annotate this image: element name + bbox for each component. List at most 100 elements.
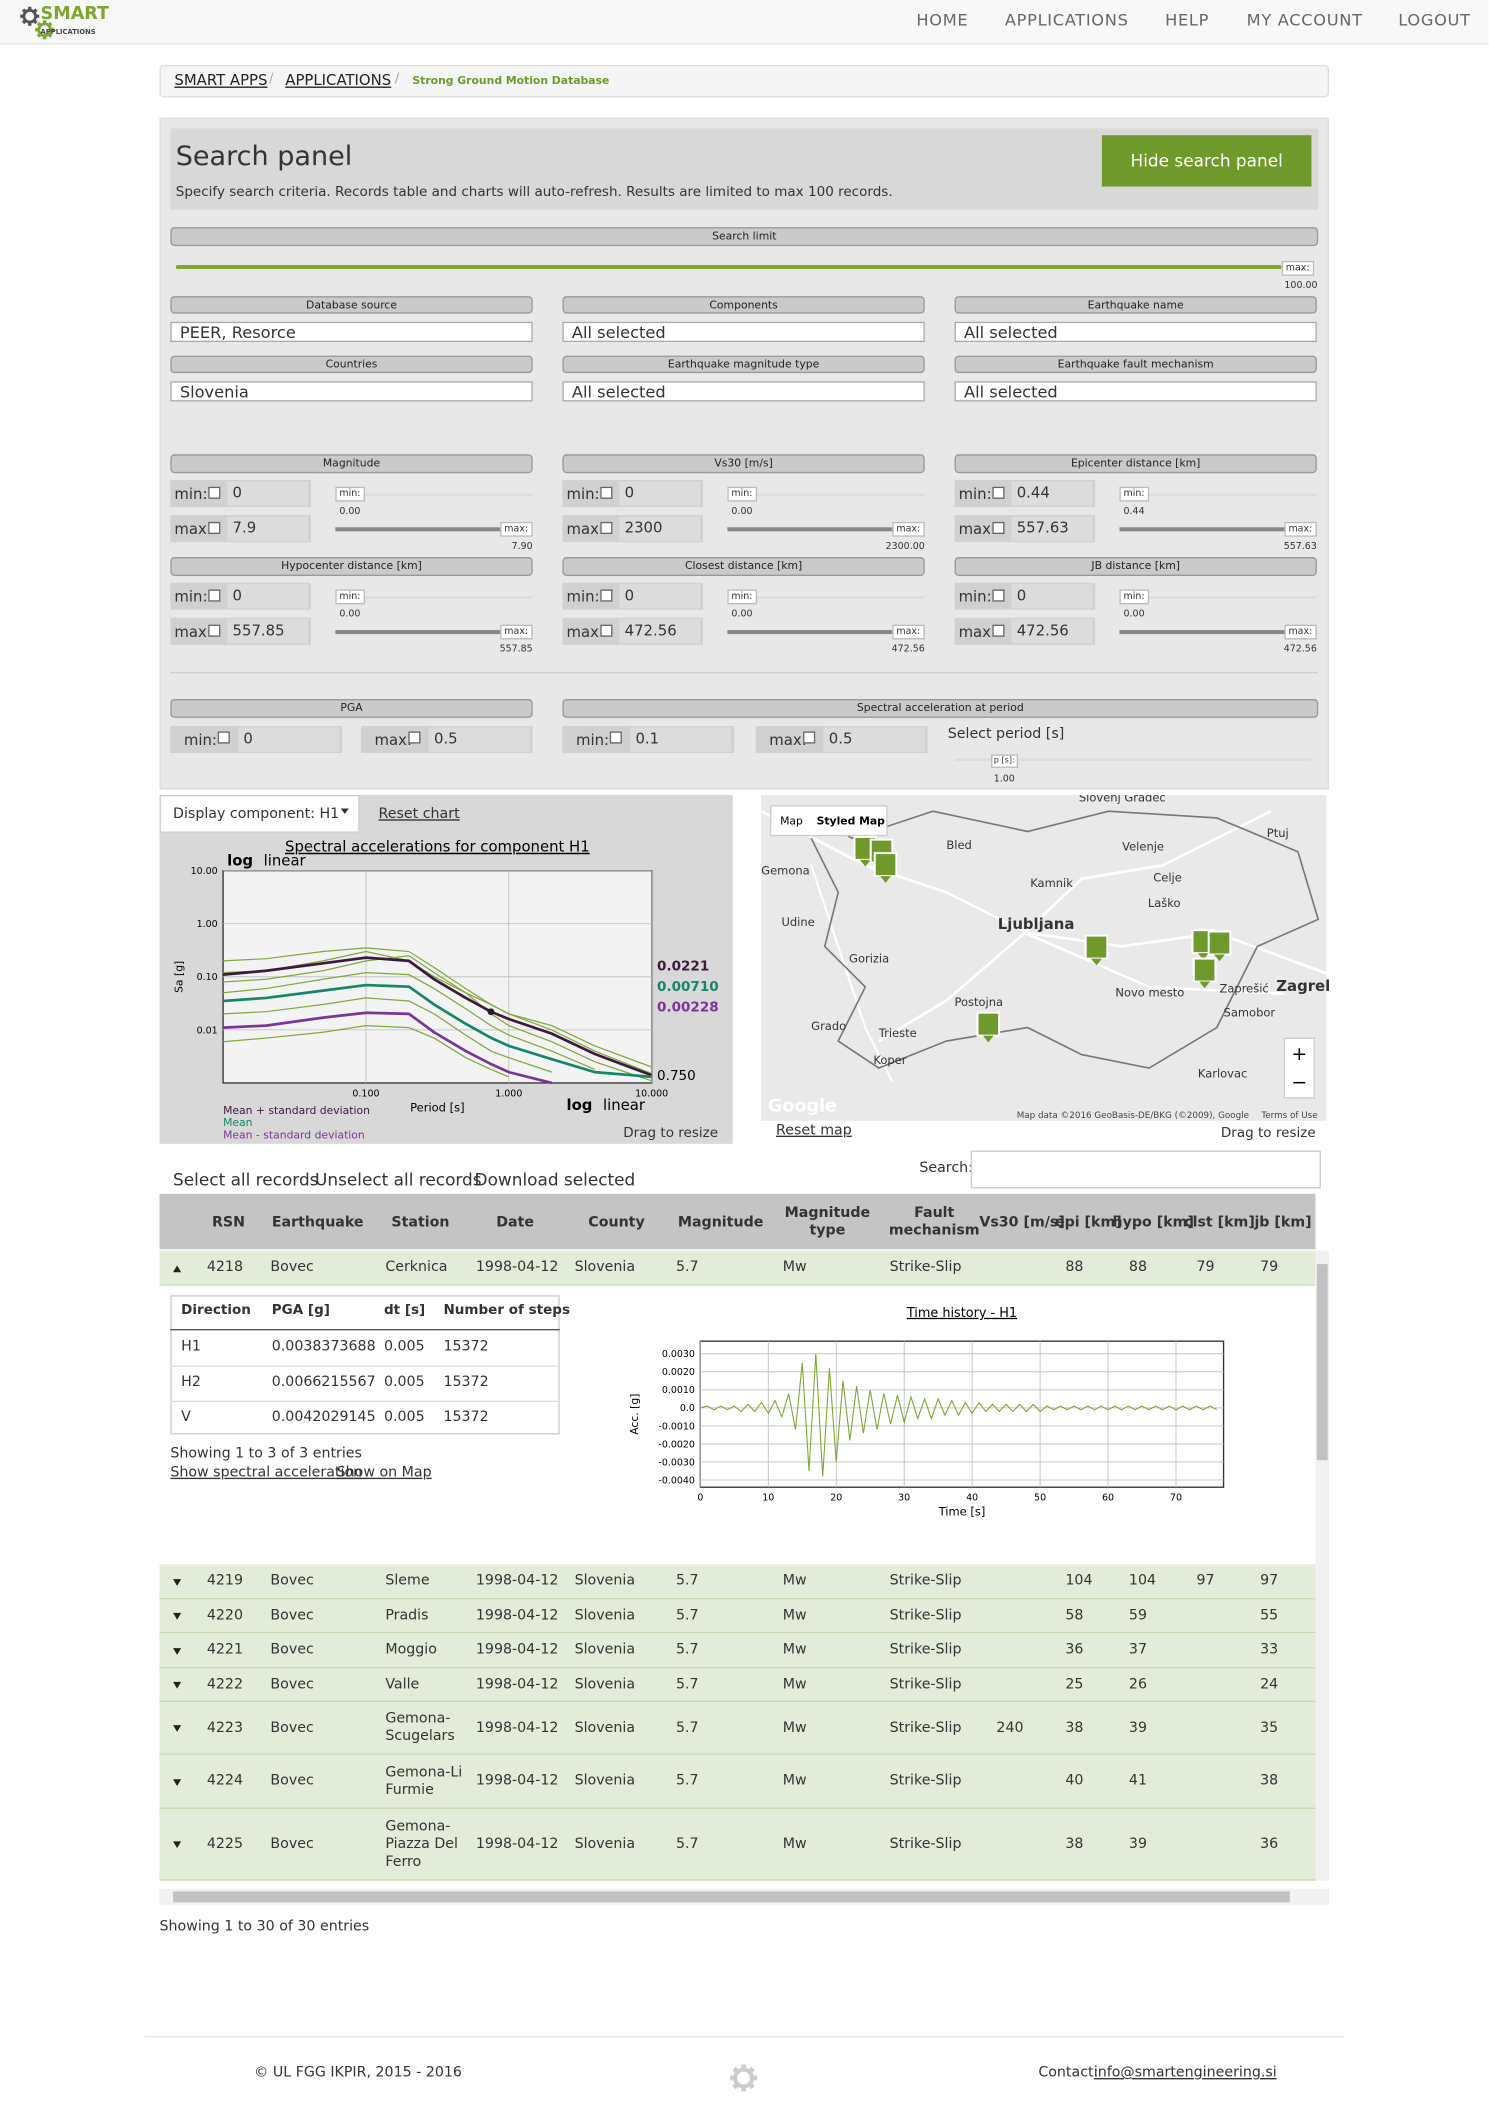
zoom-out[interactable]: − xyxy=(1291,1071,1307,1093)
scale-toggle[interactable]: log xyxy=(227,851,253,869)
column-header[interactable]: Magnitude xyxy=(677,1213,764,1230)
record-action[interactable]: Download selected xyxy=(474,1169,636,1190)
row-toggle[interactable] xyxy=(173,1264,182,1272)
map-marker[interactable] xyxy=(976,1011,1001,1037)
checkbox[interactable] xyxy=(208,486,221,499)
row-toggle[interactable] xyxy=(173,1612,182,1620)
scale-toggle[interactable]: linear xyxy=(264,851,307,869)
scale-toggle[interactable]: linear xyxy=(603,1096,646,1114)
table-row[interactable] xyxy=(159,1808,1316,1881)
range-input[interactable]: 557.63 xyxy=(1011,516,1093,541)
drag-resize[interactable]: Drag to resize xyxy=(623,1126,719,1142)
checkbox[interactable] xyxy=(600,486,613,499)
table-row[interactable] xyxy=(159,1633,1316,1669)
nav-link[interactable]: HELP xyxy=(1165,10,1210,30)
column-header[interactable]: Station xyxy=(391,1213,450,1230)
column-header[interactable]: hypo [km] xyxy=(1112,1213,1194,1230)
slider-handle[interactable]: max: xyxy=(892,624,925,640)
row-toggle[interactable] xyxy=(173,1681,182,1689)
drag-resize[interactable]: Drag to resize xyxy=(1220,1126,1316,1142)
range-input[interactable]: 0 xyxy=(227,584,309,609)
checkbox[interactable] xyxy=(992,486,1005,499)
checkbox[interactable] xyxy=(208,624,221,637)
map-tab[interactable]: Styled Map xyxy=(817,815,886,828)
table-row[interactable] xyxy=(159,1702,1316,1755)
checkbox[interactable] xyxy=(600,589,613,602)
filter-select[interactable]: All selected xyxy=(562,381,925,402)
slider-handle[interactable]: max: xyxy=(892,521,925,537)
checkbox[interactable] xyxy=(217,731,230,744)
checkbox[interactable] xyxy=(600,624,613,637)
slider-handle[interactable]: min: xyxy=(335,589,366,605)
column-header[interactable]: Fault mechanism xyxy=(888,1204,980,1239)
range-input[interactable]: 557.85 xyxy=(227,619,309,644)
row-toggle[interactable] xyxy=(173,1778,182,1786)
reset-map[interactable]: Reset map xyxy=(776,1122,852,1139)
range-input[interactable]: 0 xyxy=(1011,584,1093,609)
table-row[interactable] xyxy=(159,1599,1316,1634)
map-tab[interactable]: Map xyxy=(780,815,803,828)
table-row[interactable] xyxy=(159,1754,1316,1809)
slider-handle[interactable]: max: xyxy=(500,624,533,640)
map-marker[interactable] xyxy=(1192,957,1217,983)
record-action[interactable]: Select all records xyxy=(173,1169,319,1190)
reset-chart[interactable]: Reset chart xyxy=(378,805,460,823)
scale-toggle[interactable]: log xyxy=(566,1096,592,1114)
row-toggle[interactable] xyxy=(173,1725,182,1732)
map-marker[interactable] xyxy=(873,852,898,878)
checkbox[interactable] xyxy=(208,589,221,602)
scroll-thumb[interactable] xyxy=(173,1891,1290,1903)
row-toggle[interactable] xyxy=(173,1578,182,1586)
nav-link[interactable]: APPLICATIONS xyxy=(1004,10,1129,30)
search-input[interactable] xyxy=(970,1150,1321,1189)
table-row[interactable] xyxy=(159,1250,1316,1286)
range-input[interactable]: 472.56 xyxy=(619,619,701,644)
column-header[interactable]: clst [km] xyxy=(1184,1213,1255,1230)
filter-select[interactable]: PEER, Resorce xyxy=(170,321,533,343)
filter-select[interactable]: Slovenia xyxy=(170,381,533,402)
slider-handle[interactable]: min: xyxy=(1119,486,1150,502)
range-input[interactable]: 0 xyxy=(619,584,701,609)
checkbox[interactable] xyxy=(992,589,1005,602)
checkbox[interactable] xyxy=(803,731,816,744)
map-marker[interactable] xyxy=(1084,934,1109,960)
range-input[interactable]: 0 xyxy=(619,481,701,506)
range-input[interactable]: 472.56 xyxy=(1011,619,1093,644)
nav-link[interactable]: MY ACCOUNT xyxy=(1246,10,1363,30)
range-input[interactable]: 0 xyxy=(237,727,340,752)
filter-select[interactable]: All selected xyxy=(954,381,1317,402)
breadcrumb-link[interactable]: APPLICATIONS xyxy=(285,71,392,90)
column-header[interactable]: Magnitude type xyxy=(784,1204,871,1239)
column-header[interactable]: County xyxy=(588,1213,645,1230)
table-row[interactable] xyxy=(159,1564,1316,1600)
detail-link[interactable]: Show on Map xyxy=(336,1464,432,1481)
range-input[interactable]: 7.9 xyxy=(227,516,309,541)
filter-select[interactable]: All selected xyxy=(562,321,925,343)
range-input[interactable]: 0.44 xyxy=(1011,481,1093,506)
row-toggle[interactable] xyxy=(173,1647,182,1655)
slider-handle[interactable]: min: xyxy=(1119,589,1150,605)
checkbox[interactable] xyxy=(600,521,613,535)
slider-handle[interactable]: min: xyxy=(335,486,366,502)
nav-link[interactable]: HOME xyxy=(916,10,969,30)
slider-handle[interactable]: max: xyxy=(1281,260,1315,276)
column-header[interactable]: RSN xyxy=(211,1213,246,1230)
nav-link[interactable]: LOGOUT xyxy=(1398,10,1471,30)
slider-handle[interactable]: min: xyxy=(727,589,758,605)
record-action[interactable]: Unselect all records xyxy=(315,1169,482,1190)
range-input[interactable]: 0.5 xyxy=(428,727,530,752)
checkbox[interactable] xyxy=(408,731,421,744)
checkbox[interactable] xyxy=(992,521,1005,535)
component-select[interactable]: Display component: H1 xyxy=(159,794,360,833)
checkbox[interactable] xyxy=(208,521,221,535)
column-header[interactable]: Date xyxy=(496,1213,534,1230)
slider-handle[interactable]: min: xyxy=(727,486,758,502)
zoom-in[interactable]: + xyxy=(1291,1043,1307,1065)
breadcrumb-link[interactable]: SMART APPS xyxy=(174,71,268,90)
range-input[interactable]: 2300 xyxy=(619,516,701,541)
hide-button[interactable]: Hide search panel xyxy=(1101,135,1312,187)
contact-email[interactable]: info@smartengineering.si xyxy=(1093,2064,1277,2081)
table-row[interactable] xyxy=(159,1668,1316,1703)
checkbox[interactable] xyxy=(609,731,622,744)
checkbox[interactable] xyxy=(992,624,1005,637)
